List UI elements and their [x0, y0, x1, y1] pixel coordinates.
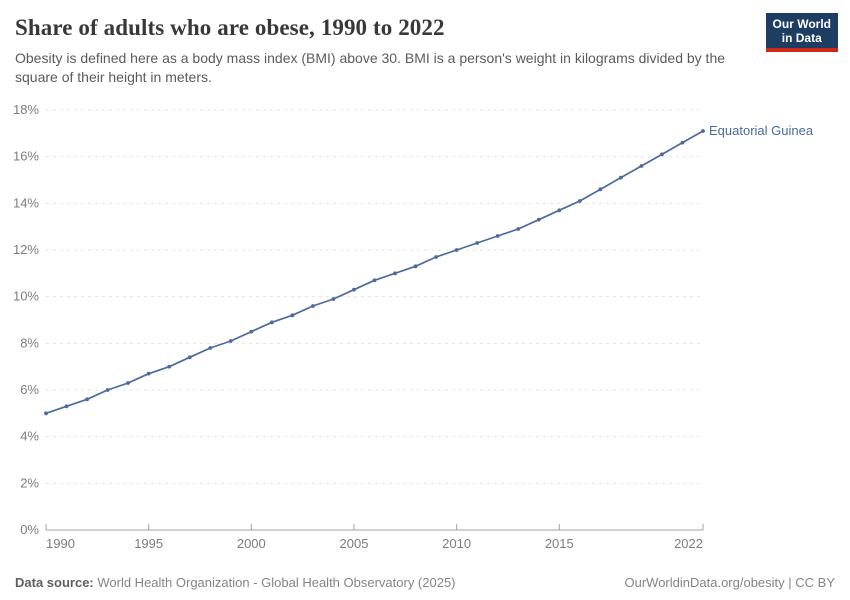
- footer-license-link[interactable]: OurWorldinData.org/obesity | CC BY: [624, 575, 836, 590]
- data-point: [352, 287, 356, 292]
- data-point: [331, 297, 336, 301]
- data-point: [146, 371, 151, 376]
- data-point: [311, 304, 315, 308]
- data-point: [187, 355, 192, 360]
- x-tick-label: 2022: [674, 536, 703, 551]
- data-point: [372, 278, 377, 283]
- chart-subtitle: Obesity is defined here as a body mass i…: [15, 50, 726, 85]
- y-tick-label: 0%: [20, 522, 39, 537]
- data-point: [126, 381, 131, 385]
- y-tick-label: 14%: [13, 195, 39, 210]
- y-tick-label: 2%: [20, 475, 39, 490]
- data-point: [598, 187, 603, 192]
- y-tick-label: 4%: [20, 429, 39, 444]
- data-point: [64, 404, 69, 409]
- data-point: [269, 320, 274, 325]
- data-point: [85, 397, 89, 402]
- series-label: Equatorial Guinea: [709, 123, 814, 138]
- owid-logo-line2: in Data: [781, 31, 822, 45]
- data-point: [660, 152, 664, 157]
- data-point: [475, 241, 480, 245]
- data-point: [516, 227, 521, 231]
- data-point: [413, 264, 418, 269]
- y-tick-label: 18%: [13, 102, 39, 117]
- x-tick-label: 1995: [134, 536, 163, 551]
- data-line: [45, 130, 704, 415]
- y-tick-label: 8%: [20, 335, 39, 350]
- data-point: [434, 255, 438, 259]
- data-point: [618, 175, 623, 180]
- x-tick-label: 2015: [545, 536, 574, 551]
- datasource-label: Data source:: [15, 575, 94, 590]
- data-point: [208, 346, 213, 350]
- chart-header: Share of adults who are obese, 1990 to 2…: [0, 0, 850, 87]
- y-tick-label: 6%: [20, 382, 39, 397]
- data-point: [167, 364, 172, 369]
- owid-logo-line1: Our World: [772, 17, 831, 31]
- data-point: [680, 140, 685, 145]
- data-point: [393, 271, 397, 276]
- owid-logo[interactable]: Our World in Data: [765, 13, 838, 52]
- data-point: [105, 388, 110, 392]
- data-point: [536, 217, 541, 222]
- data-point: [495, 234, 500, 238]
- data-point: [639, 164, 644, 168]
- x-tick-label: 2010: [442, 536, 471, 551]
- datasource-value: World Health Organization - Global Healt…: [93, 575, 456, 590]
- chart-footer: Data source: World Health Organization -…: [15, 575, 835, 590]
- data-point: [249, 329, 254, 334]
- data-point: [557, 208, 562, 213]
- x-tick-label: 2005: [340, 536, 369, 551]
- page-title: Share of adults who are obese, 1990 to 2…: [15, 15, 445, 40]
- data-point: [577, 199, 582, 203]
- data-point: [290, 313, 295, 318]
- x-tick-label: 1990: [46, 536, 75, 551]
- data-point: [44, 411, 48, 416]
- y-tick-label: 12%: [13, 242, 39, 257]
- footer-datasource: Data source: World Health Organization -…: [15, 575, 456, 590]
- data-point: [454, 248, 459, 252]
- y-tick-label: 16%: [13, 149, 39, 164]
- data-point: [228, 339, 233, 343]
- x-tick-label: 2000: [237, 536, 266, 551]
- y-tick-label: 10%: [13, 289, 39, 304]
- data-point: [701, 129, 705, 133]
